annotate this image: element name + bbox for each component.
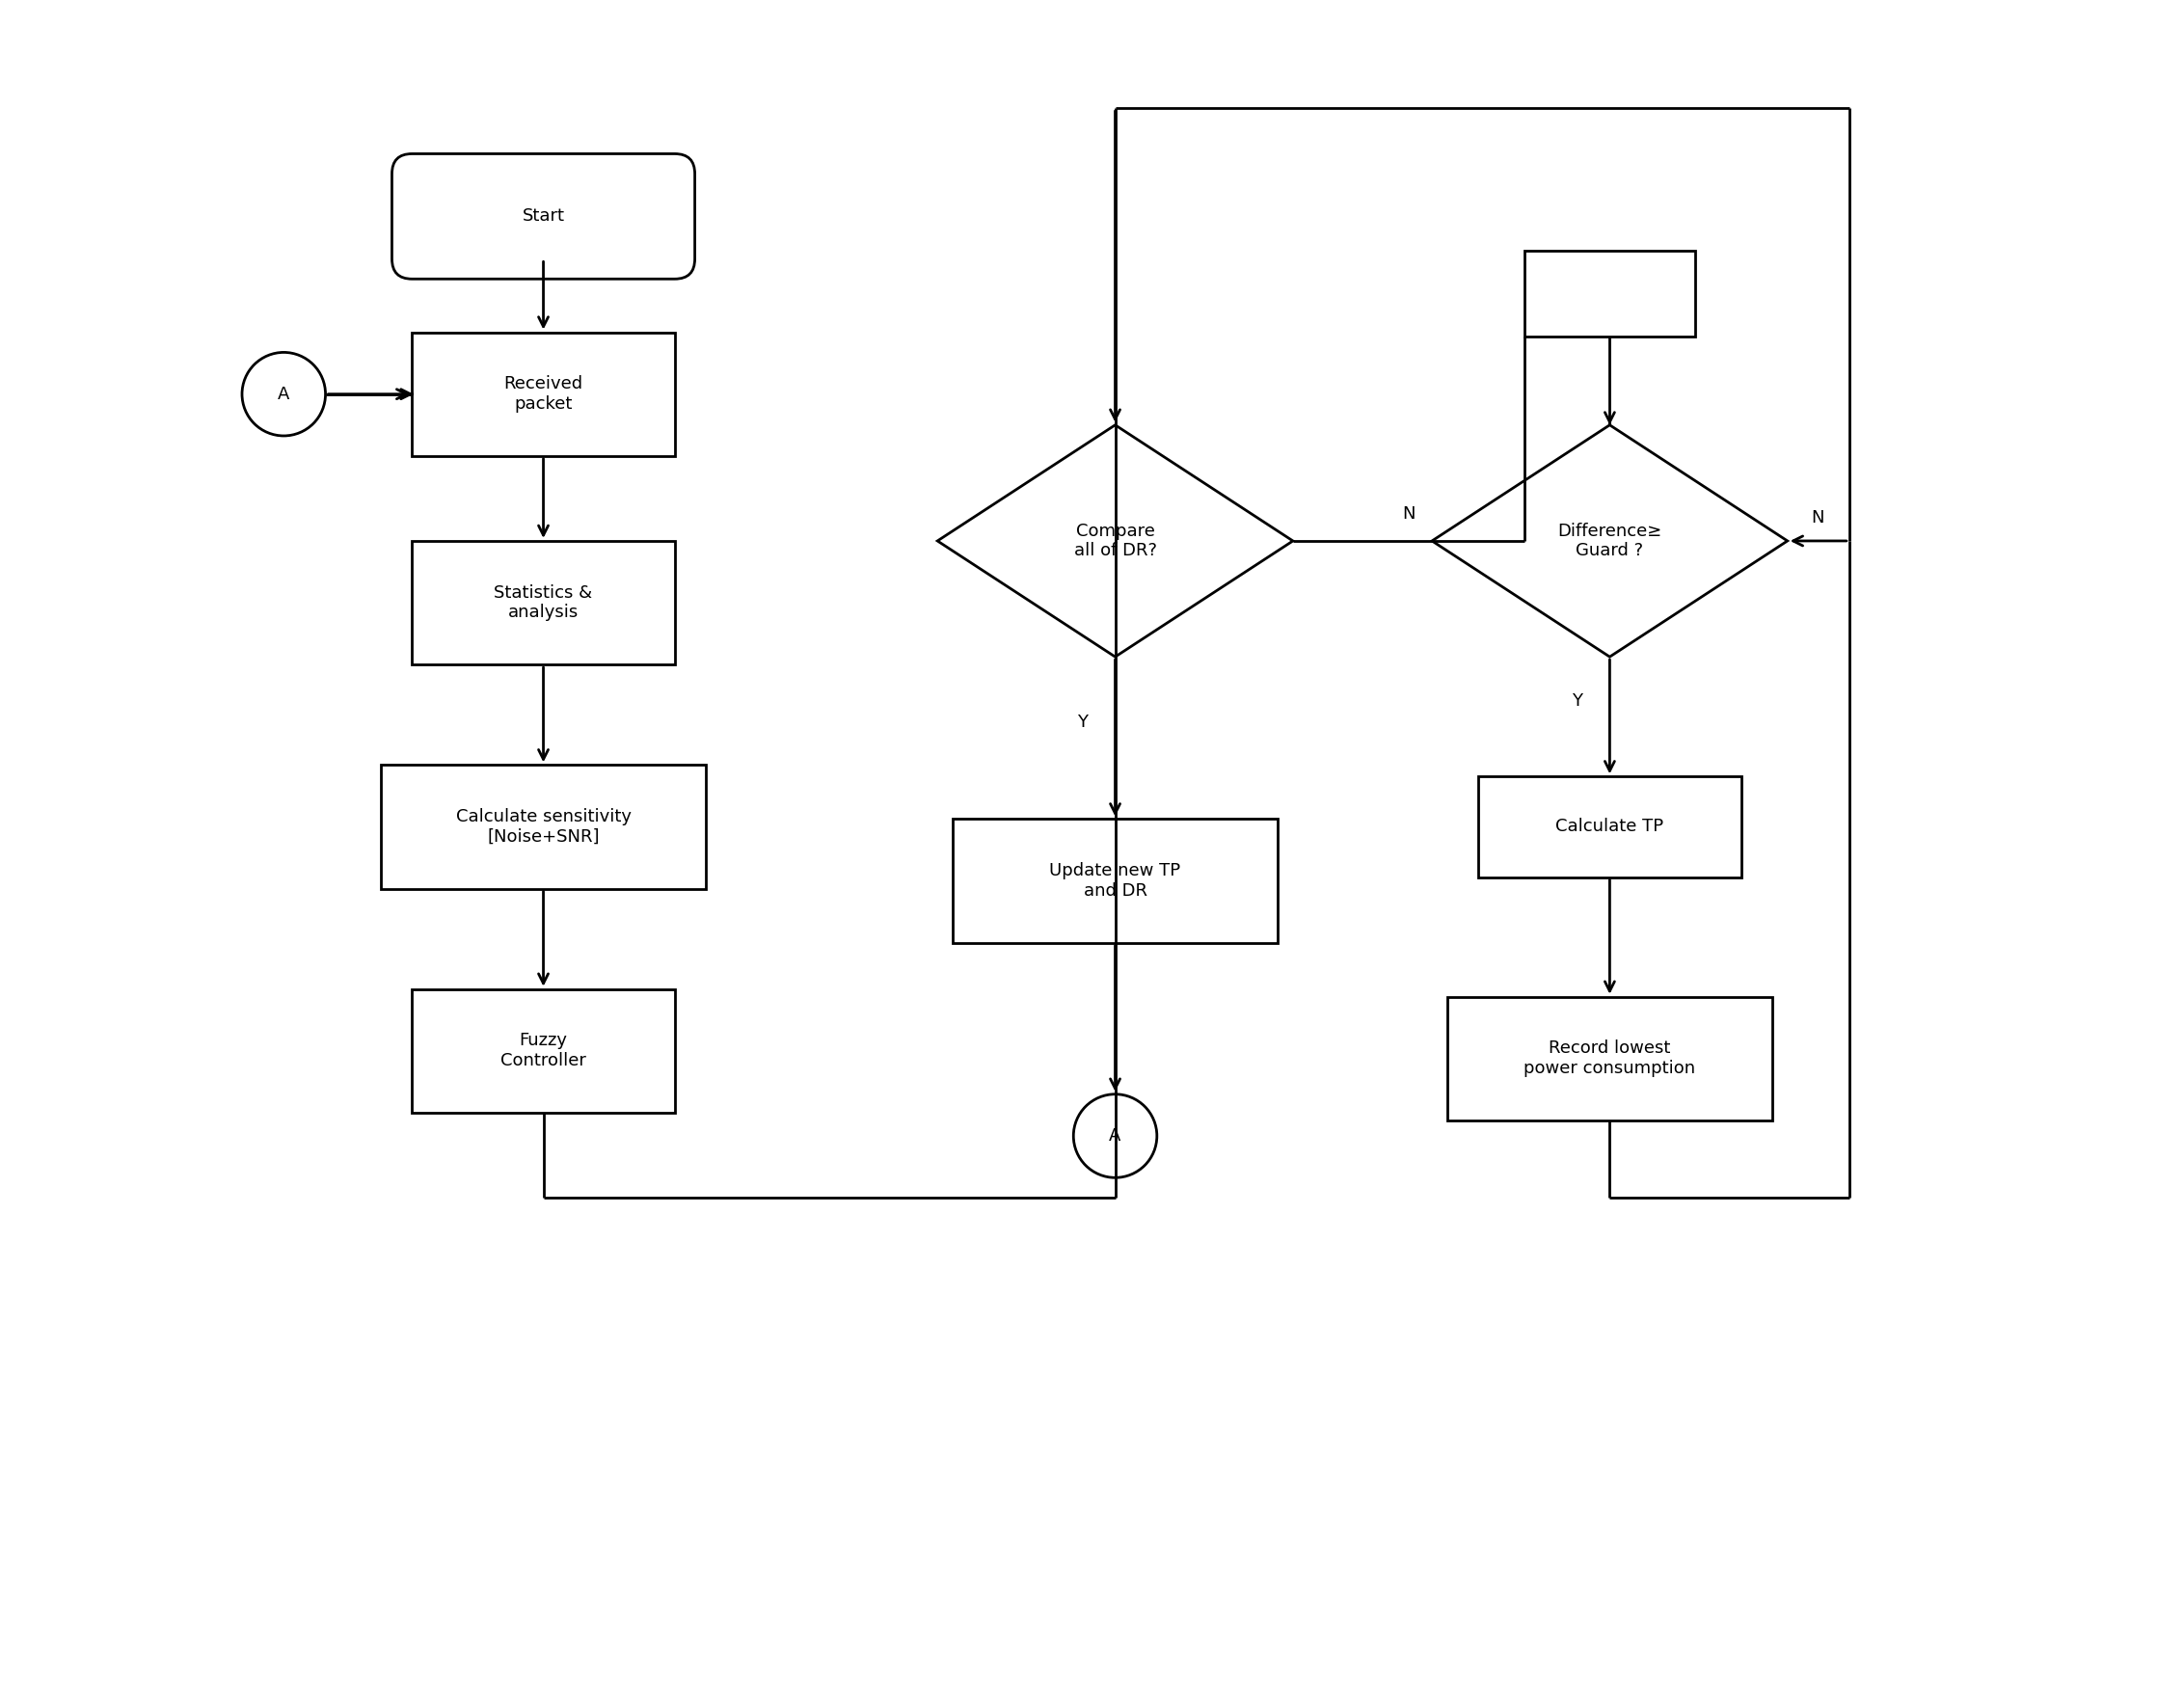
Text: Fuzzy
Controller: Fuzzy Controller <box>500 1032 585 1069</box>
Text: Y: Y <box>1077 714 1088 731</box>
Bar <box>1479 777 1741 877</box>
Text: N: N <box>1811 508 1824 527</box>
Text: Statistics &
analysis: Statistics & analysis <box>494 585 592 622</box>
Polygon shape <box>1433 425 1787 656</box>
Circle shape <box>242 352 325 435</box>
Bar <box>1524 252 1695 337</box>
Text: A: A <box>1109 1127 1120 1144</box>
Text: Received
packet: Received packet <box>505 376 583 413</box>
Text: Difference≥
Guard ?: Difference≥ Guard ? <box>1557 522 1662 559</box>
Text: Update new TP
and DR: Update new TP and DR <box>1051 862 1182 899</box>
Bar <box>952 819 1278 944</box>
Polygon shape <box>937 425 1293 656</box>
Text: A: A <box>277 386 290 403</box>
Text: Start: Start <box>522 207 566 224</box>
Text: N: N <box>1402 505 1415 522</box>
Bar <box>413 541 675 665</box>
Text: Calculate TP: Calculate TP <box>1555 818 1664 835</box>
FancyBboxPatch shape <box>391 153 695 279</box>
Bar <box>413 332 675 456</box>
Text: Record lowest
power consumption: Record lowest power consumption <box>1524 1040 1695 1078</box>
Text: Compare
all of DR?: Compare all of DR? <box>1075 522 1158 559</box>
Text: Y: Y <box>1570 692 1581 711</box>
Bar <box>1448 996 1771 1120</box>
Text: Calculate sensitivity
[Noise+SNR]: Calculate sensitivity [Noise+SNR] <box>456 807 631 845</box>
Bar <box>413 989 675 1114</box>
Circle shape <box>1075 1095 1158 1178</box>
Bar <box>382 765 705 889</box>
